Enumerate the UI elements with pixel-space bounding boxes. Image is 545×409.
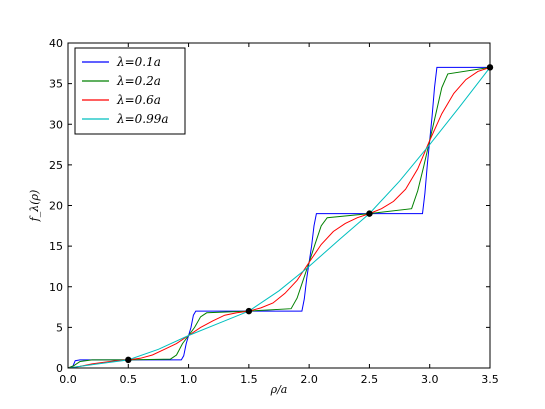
x-tick-label-5: 2.5 <box>361 373 379 386</box>
marker-point-0 <box>125 356 132 364</box>
x-tick-label-4: 2.0 <box>300 373 318 386</box>
x-tick-label-2: 1.0 <box>180 373 198 386</box>
y-tick-label-2: 10 <box>49 281 63 294</box>
x-tick-label-6: 3.0 <box>421 373 439 386</box>
x-tick-label-3: 1.5 <box>240 373 258 386</box>
y-tick-label-4: 20 <box>49 200 63 213</box>
series-line-0 <box>67 66 490 369</box>
y-tick-label-5: 25 <box>49 159 63 172</box>
y-tick-label-8: 40 <box>49 37 63 50</box>
y-tick-label-7: 35 <box>49 78 63 91</box>
series-layer <box>67 66 491 369</box>
legend-label-0: λ=0.1a <box>116 55 161 69</box>
tick-layer: 0.0 0.5 1.0 1.5 2.0 2.5 3.0 3.5 0 5 10 15 20 25 30 35 40 <box>49 37 499 386</box>
marker-layer <box>125 64 494 364</box>
x-tick-label-7: 3.5 <box>481 373 499 386</box>
y-tick-label-6: 30 <box>49 118 63 131</box>
marker-point-1 <box>245 307 253 315</box>
y-tick-label-0: 0 <box>56 362 63 375</box>
marker-point-2 <box>366 210 373 217</box>
y-tick-label-3: 15 <box>49 240 63 253</box>
series-line-3 <box>67 67 491 369</box>
legend-items: λ=0.1a λ=0.2a λ=0.6a λ=0.99a <box>82 55 169 126</box>
series-line-2 <box>67 66 491 369</box>
legend-label-1: λ=0.2a <box>116 74 161 88</box>
legend: λ=0.1a λ=0.2a λ=0.6a λ=0.99a <box>74 47 186 135</box>
legend-label-2: λ=0.6a <box>116 93 161 107</box>
y-tick-label-1: 5 <box>56 321 63 334</box>
x-tick-label-0: 0.0 <box>59 373 77 386</box>
x-axis-label: ρ/a <box>270 383 288 396</box>
x-tick-label-1: 0.5 <box>120 373 138 386</box>
y-axis-label: f_λ(ρ) <box>28 190 41 223</box>
series-line-1 <box>67 66 491 369</box>
legend-label-3: λ=0.99a <box>116 112 169 126</box>
